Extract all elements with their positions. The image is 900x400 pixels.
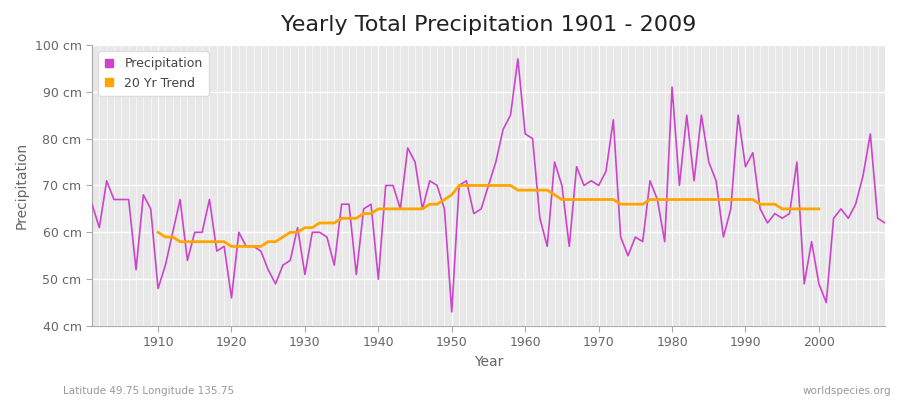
- 20 Yr Trend: [328, 220, 339, 225]
- 20 Yr Trend: [806, 206, 817, 211]
- 20 Yr Trend: [549, 192, 560, 197]
- 20 Yr Trend: [454, 183, 464, 188]
- X-axis label: Year: Year: [473, 355, 503, 369]
- Precipitation: [351, 272, 362, 277]
- Precipitation: [145, 206, 156, 211]
- Line: 20 Yr Trend: 20 Yr Trend: [158, 186, 819, 246]
- 20 Yr Trend: [226, 244, 237, 249]
- Precipitation: [86, 202, 97, 207]
- 20 Yr Trend: [153, 230, 164, 235]
- Text: Latitude 49.75 Longitude 135.75: Latitude 49.75 Longitude 135.75: [63, 386, 234, 396]
- 20 Yr Trend: [314, 220, 325, 225]
- Precipitation: [512, 56, 523, 61]
- Title: Yearly Total Precipitation 1901 - 2009: Yearly Total Precipitation 1901 - 2009: [281, 15, 697, 35]
- Text: worldspecies.org: worldspecies.org: [803, 386, 891, 396]
- Precipitation: [535, 216, 545, 221]
- Precipitation: [527, 136, 538, 141]
- 20 Yr Trend: [241, 244, 252, 249]
- Precipitation: [307, 230, 318, 235]
- Y-axis label: Precipitation: Precipitation: [15, 142, 29, 229]
- Precipitation: [879, 220, 890, 225]
- 20 Yr Trend: [725, 197, 736, 202]
- Precipitation: [446, 310, 457, 314]
- 20 Yr Trend: [814, 206, 824, 211]
- Legend: Precipitation, 20 Yr Trend: Precipitation, 20 Yr Trend: [98, 51, 209, 96]
- Precipitation: [623, 253, 634, 258]
- Line: Precipitation: Precipitation: [92, 59, 885, 312]
